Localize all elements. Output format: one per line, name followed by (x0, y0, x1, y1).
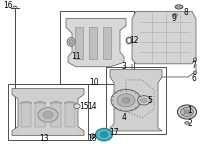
Text: 4: 4 (122, 113, 126, 122)
Ellipse shape (177, 6, 181, 8)
Circle shape (117, 94, 135, 107)
Text: 12: 12 (129, 36, 139, 45)
Circle shape (111, 89, 141, 111)
Ellipse shape (67, 38, 75, 46)
Bar (103, 27, 111, 60)
Circle shape (96, 128, 112, 141)
Circle shape (43, 111, 53, 118)
Text: 5: 5 (148, 96, 152, 105)
Text: 9: 9 (172, 14, 176, 23)
Bar (21, 103, 31, 127)
Ellipse shape (69, 39, 73, 45)
Ellipse shape (185, 122, 189, 124)
Bar (75, 27, 83, 60)
Text: 16: 16 (3, 1, 13, 10)
Text: 6: 6 (192, 74, 196, 83)
Ellipse shape (90, 134, 95, 138)
Polygon shape (12, 89, 84, 135)
Ellipse shape (174, 14, 176, 16)
Circle shape (138, 96, 150, 105)
Ellipse shape (175, 5, 183, 9)
Ellipse shape (193, 58, 197, 61)
Text: 18: 18 (87, 134, 97, 143)
Circle shape (74, 104, 80, 108)
Text: 10: 10 (89, 78, 99, 87)
Polygon shape (110, 70, 162, 131)
Bar (35, 103, 45, 127)
Text: 3: 3 (122, 62, 126, 71)
Ellipse shape (21, 102, 32, 105)
Circle shape (181, 107, 193, 117)
Circle shape (141, 98, 147, 103)
Text: 14: 14 (87, 102, 97, 111)
Text: 8: 8 (184, 8, 188, 17)
Text: 11: 11 (71, 52, 81, 61)
Ellipse shape (64, 102, 76, 105)
Ellipse shape (193, 71, 197, 74)
Circle shape (100, 132, 108, 137)
Circle shape (184, 110, 190, 114)
Text: 13: 13 (39, 134, 49, 143)
Bar (60, 11, 134, 84)
Bar (8, 84, 88, 140)
Text: 15: 15 (79, 102, 89, 111)
Bar (65, 103, 75, 127)
Bar (51, 103, 61, 127)
Ellipse shape (172, 14, 178, 16)
Text: 7: 7 (192, 61, 196, 70)
Text: 17: 17 (109, 128, 119, 137)
Text: 2: 2 (188, 119, 192, 128)
Ellipse shape (35, 102, 46, 105)
Circle shape (122, 97, 130, 103)
Polygon shape (66, 19, 126, 67)
Text: 1: 1 (188, 106, 192, 115)
Ellipse shape (51, 102, 62, 105)
Polygon shape (132, 11, 196, 64)
Bar (106, 67, 166, 134)
Circle shape (38, 108, 58, 122)
Bar (89, 27, 97, 60)
Circle shape (177, 105, 197, 119)
